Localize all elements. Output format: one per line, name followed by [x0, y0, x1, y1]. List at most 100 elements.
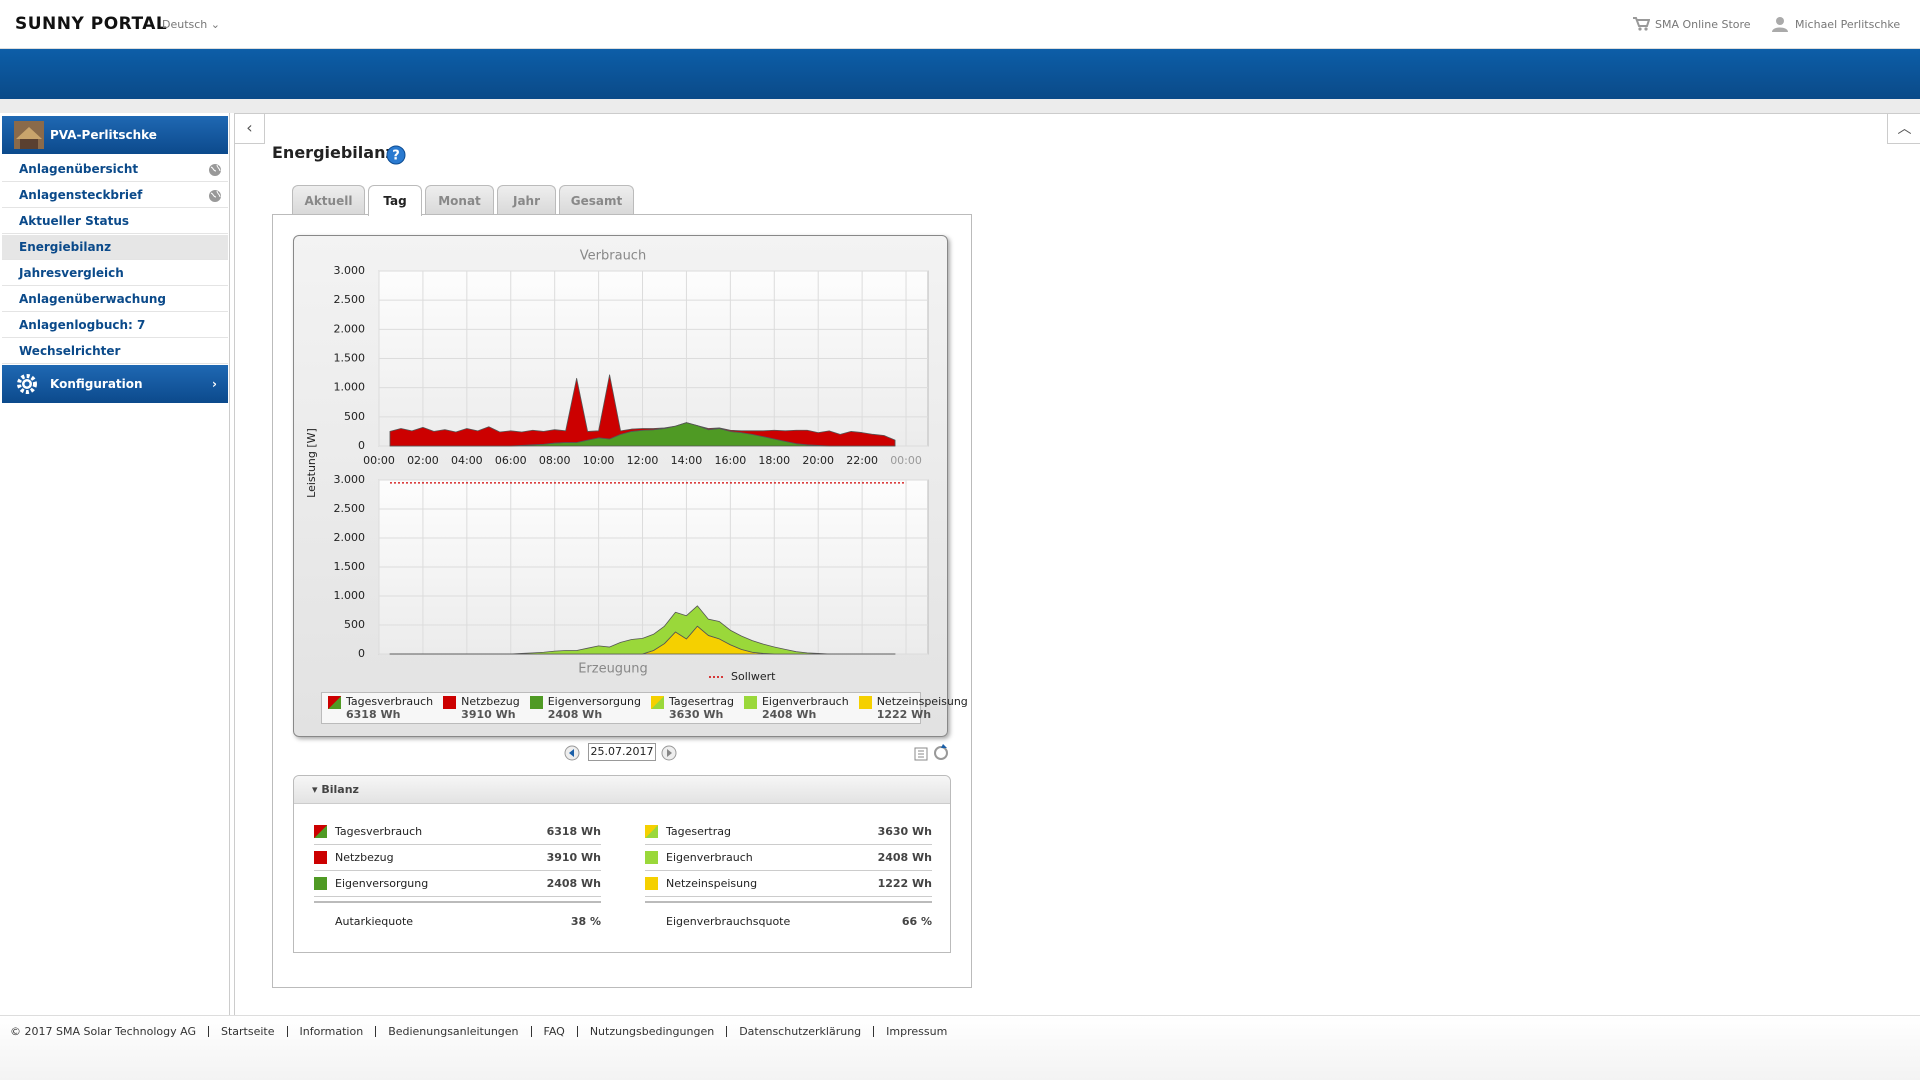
x-tick-label: 00:00 — [363, 454, 395, 467]
balance-value: 2408 Wh — [546, 877, 601, 890]
balance-label: Eigenversorgung — [335, 877, 429, 890]
language[interactable]: Deutsch — [162, 18, 208, 31]
balance-row: Netzbezug 3910 Wh — [314, 845, 601, 871]
nav-item[interactable]: Wechselrichter — [2, 339, 228, 364]
balance-value: 3910 Wh — [546, 851, 601, 864]
balance-total: Eigenverbrauchsquote 66 % — [645, 901, 932, 939]
sidebar: PVA-Perlitschke Anlagenübersicht Anlagens… — [0, 113, 230, 1015]
help-icon[interactable]: ? — [386, 145, 406, 165]
legend-swatch — [743, 696, 757, 709]
legend-text: Eigenversorgung 2408 Wh — [548, 695, 641, 723]
x-tick-label: 16:00 — [715, 454, 747, 467]
tab[interactable]: Monat — [425, 185, 494, 215]
date-input[interactable]: 25.07.2017 — [588, 743, 656, 761]
x-tick-label: 18:00 — [758, 454, 790, 467]
balance-label: Tagesverbrauch — [335, 825, 423, 838]
prev-day[interactable] — [564, 745, 580, 761]
plant-name[interactable]: PVA-Perlitschke — [50, 128, 157, 142]
copyright: © 2017 SMA Solar Technology AG — [10, 1025, 196, 1038]
x-tick-label: 20:00 — [802, 454, 834, 467]
footer-link[interactable]: FAQ — [530, 1026, 577, 1037]
blue-band — [0, 49, 1920, 99]
legend-item[interactable]: Tagesverbrauch 6318 Wh — [322, 693, 437, 723]
balance-total: Autarkiequote 38 % — [314, 901, 601, 939]
legend-label[interactable]: Tagesverbrauch — [346, 695, 434, 708]
y-tick-label: 1.500 — [334, 560, 366, 573]
tab[interactable]: Jahr — [497, 185, 556, 215]
legend-label[interactable]: Eigenversorgung — [547, 695, 641, 708]
balance-header[interactable]: ▾ Bilanz — [294, 776, 950, 804]
chart-tools[interactable] — [913, 742, 951, 762]
legend-text: Eigenverbrauch 2408 Wh — [762, 695, 849, 723]
balance-value: 2408 Wh — [877, 851, 932, 864]
balance-label: Eigenverbrauch — [666, 851, 753, 864]
collapse-left[interactable]: ‹ — [235, 114, 265, 144]
config-label[interactable]: Konfiguration — [50, 377, 143, 391]
legend-swatch — [645, 877, 658, 890]
footer-link[interactable]: Impressum — [873, 1026, 959, 1037]
nav-item[interactable]: Anlagenlogbuch: 7 — [2, 313, 228, 338]
legend-text: Netzeinspeisung 1222 Wh — [877, 695, 968, 723]
x-tick-label: 04:00 — [451, 454, 483, 467]
plant-header[interactable]: PVA-Perlitschke — [2, 116, 228, 154]
nav-item[interactable]: Energiebilanz — [2, 235, 228, 260]
balance-row: Eigenverbrauch 2408 Wh — [645, 845, 932, 871]
footer-link[interactable]: Nutzungsbedingungen — [576, 1026, 726, 1037]
reference-legend-label: Sollwert — [731, 670, 776, 683]
legend-swatch — [650, 696, 664, 709]
legend-swatch — [645, 851, 658, 864]
tab[interactable]: Gesamt — [559, 185, 634, 215]
footer-link[interactable]: Bedienungsanleitungen — [375, 1026, 530, 1037]
nav-item[interactable]: Anlagenüberwachung — [2, 287, 228, 312]
legend-label[interactable]: Netzeinspeisung — [876, 695, 968, 708]
footer-link[interactable]: Information — [286, 1026, 376, 1037]
globe-icon — [209, 190, 221, 202]
legend-item[interactable]: Eigenversorgung 2408 Wh — [524, 693, 645, 723]
legend-swatch — [314, 851, 327, 864]
y-tick-label: 3.000 — [334, 264, 366, 277]
y-axis-label: Leistung [W] — [305, 428, 318, 498]
balance-row: Tagesertrag 3630 Wh — [645, 819, 932, 845]
balance-value: 1222 Wh — [877, 877, 932, 890]
config-menu[interactable]: Konfiguration › — [2, 365, 228, 403]
y-tick-label: 0 — [358, 439, 365, 452]
next-day[interactable] — [661, 745, 677, 761]
legend-label[interactable]: Tagesertrag — [668, 695, 734, 708]
chevron: › — [212, 377, 217, 391]
legend-label[interactable]: Eigenverbrauch — [761, 695, 849, 708]
legend-item[interactable]: Eigenverbrauch 2408 Wh — [738, 693, 853, 723]
y-tick-label: 0 — [358, 647, 365, 660]
collapse-up[interactable]: ︿ — [1887, 114, 1920, 144]
cart-icon — [1633, 17, 1650, 31]
legend: Tagesverbrauch 6318 Wh Netzbezug 3910 Wh Eig… — [321, 692, 968, 724]
legend-item[interactable]: Tagesertrag 3630 Wh — [645, 693, 738, 723]
legend-label[interactable]: Netzbezug — [461, 695, 520, 708]
footer-link[interactable]: Startseite — [207, 1026, 287, 1037]
store-link[interactable]: SMA Online Store — [1655, 18, 1751, 31]
nav-item[interactable]: Jahresvergleich — [2, 261, 228, 286]
legend-item[interactable]: Netzbezug 3910 Wh — [437, 693, 524, 723]
balance-total-value: 66 % — [901, 915, 932, 928]
balance-label: Netzeinspeisung — [666, 877, 758, 890]
x-tick-label: 22:00 — [846, 454, 878, 467]
footer-link[interactable]: Datenschutzerklärung — [726, 1026, 873, 1037]
balance-row: Tagesverbrauch 6318 Wh — [314, 819, 601, 845]
balance-title[interactable]: Bilanz — [321, 783, 359, 796]
legend-total: 3630 Wh — [668, 708, 724, 721]
nav-item[interactable]: Anlagensteckbrief — [2, 183, 228, 208]
user-menu[interactable]: Michael Perlitschke — [1795, 18, 1901, 31]
language-select[interactable]: Deutsch ⌄ — [162, 18, 220, 31]
y-tick-label: 1.000 — [334, 381, 366, 394]
user-icon — [1772, 17, 1788, 32]
legend-swatch — [314, 877, 327, 890]
tab[interactable]: Aktuell — [292, 185, 365, 215]
x-tick-label: 02:00 — [407, 454, 439, 467]
nav-item[interactable]: Anlagenübersicht — [2, 157, 228, 182]
legend-item[interactable]: Netzeinspeisung 1222 Wh — [853, 693, 972, 723]
tab[interactable]: Tag — [368, 185, 422, 216]
nav-item[interactable]: Aktueller Status — [2, 209, 228, 234]
balance-total-label: Autarkiequote — [335, 915, 414, 928]
balance-total-value: 38 % — [570, 915, 601, 928]
brand[interactable]: SUNNY PORTAL — [15, 14, 168, 34]
